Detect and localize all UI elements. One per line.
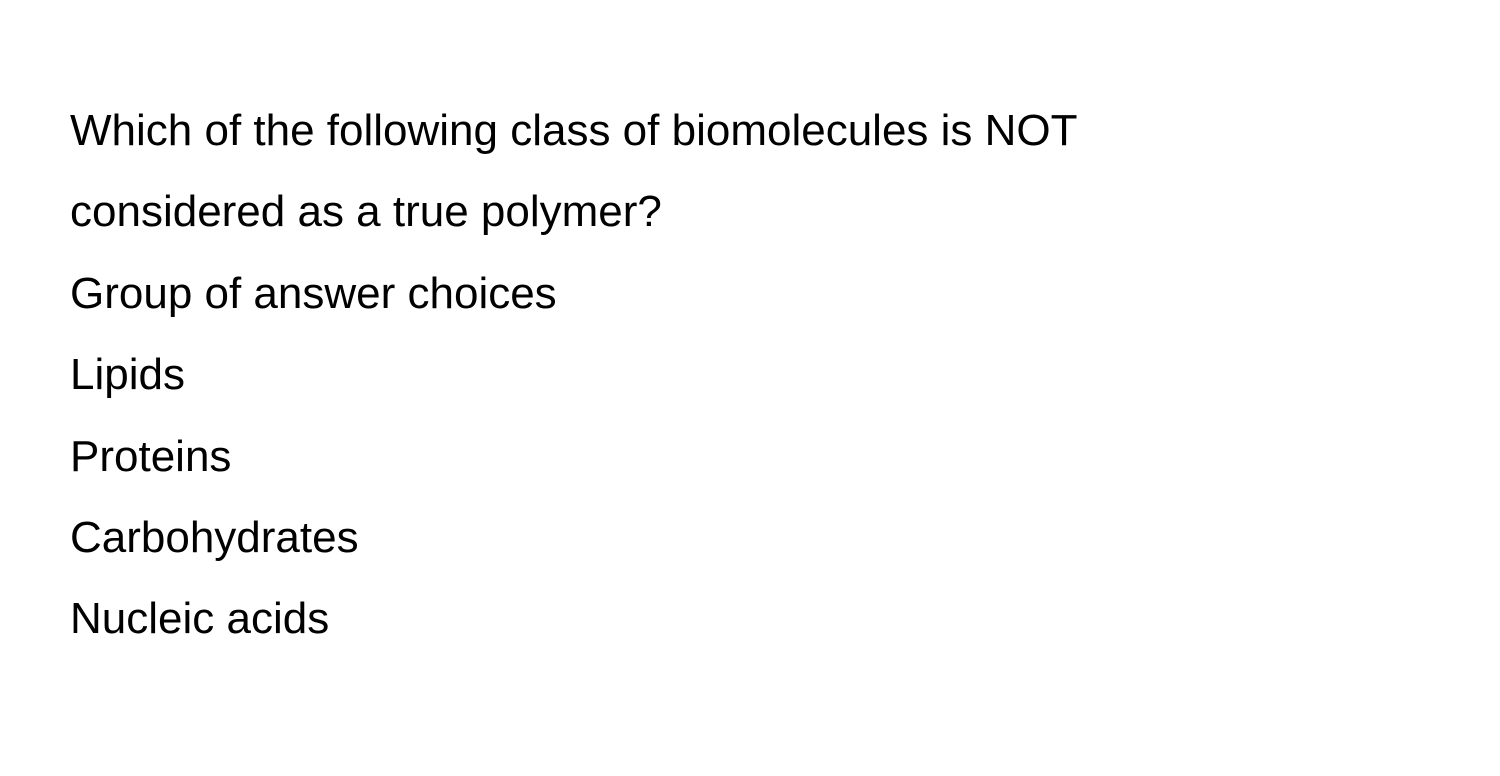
choice-option: Carbohydrates — [70, 497, 1430, 578]
choice-option: Nucleic acids — [70, 578, 1430, 659]
choice-option: Lipids — [70, 334, 1430, 415]
choice-option: Proteins — [70, 416, 1430, 497]
question-line-2: considered as a true polymer? — [70, 171, 1430, 252]
choices-label: Group of answer choices — [70, 253, 1430, 334]
question-line-1: Which of the following class of biomolec… — [70, 90, 1430, 171]
question-container: Which of the following class of biomolec… — [70, 90, 1430, 660]
